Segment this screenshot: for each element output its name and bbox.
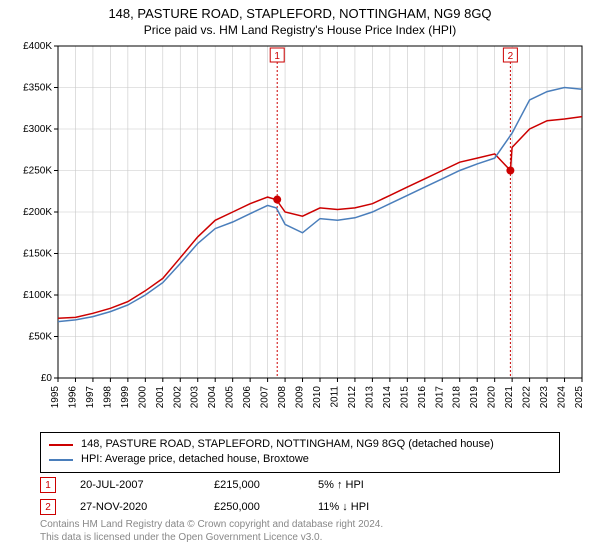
- x-tick-label: 2018: [452, 386, 463, 409]
- sale-date: 20-JUL-2007: [80, 479, 190, 491]
- sale-vs-hpi: 5% ↑ HPI: [318, 479, 438, 491]
- x-tick-label: 2010: [312, 386, 323, 409]
- x-tick-label: 1999: [120, 386, 131, 409]
- x-tick-label: 2019: [469, 386, 480, 409]
- x-tick-label: 2006: [242, 386, 253, 409]
- footer-line: Contains HM Land Registry data © Crown c…: [40, 518, 383, 531]
- y-tick-label: £50K: [29, 332, 53, 343]
- footer-attribution: Contains HM Land Registry data © Crown c…: [40, 518, 383, 544]
- x-tick-label: 2009: [295, 386, 306, 409]
- y-tick-label: £100K: [23, 290, 52, 301]
- x-tick-label: 2022: [522, 386, 533, 409]
- x-tick-label: 2016: [417, 386, 428, 409]
- x-tick-label: 1996: [67, 386, 78, 409]
- title-block: 148, PASTURE ROAD, STAPLEFORD, NOTTINGHA…: [0, 0, 600, 37]
- x-tick-label: 2001: [155, 386, 166, 409]
- y-tick-label: £300K: [23, 124, 52, 135]
- sale-date: 27-NOV-2020: [80, 501, 190, 513]
- y-tick-label: £200K: [23, 207, 52, 218]
- footer-line: This data is licensed under the Open Gov…: [40, 531, 383, 544]
- x-tick-label: 2012: [347, 386, 358, 409]
- y-tick-label: £350K: [23, 83, 52, 94]
- x-tick-label: 2013: [364, 386, 375, 409]
- y-tick-label: £400K: [23, 42, 52, 52]
- x-tick-label: 2002: [172, 386, 183, 409]
- y-tick-label: £150K: [23, 249, 52, 260]
- y-tick-label: £0: [41, 373, 53, 384]
- legend-label-property: 148, PASTURE ROAD, STAPLEFORD, NOTTINGHA…: [81, 437, 494, 452]
- x-tick-label: 2005: [225, 386, 236, 409]
- legend-label-hpi: HPI: Average price, detached house, Brox…: [81, 452, 309, 467]
- page-title: 148, PASTURE ROAD, STAPLEFORD, NOTTINGHA…: [0, 6, 600, 21]
- legend: 148, PASTURE ROAD, STAPLEFORD, NOTTINGHA…: [40, 432, 560, 473]
- sale-price: £250,000: [214, 501, 294, 513]
- sale-marker-badge: 1: [274, 51, 280, 62]
- sale-badge-icon: 1: [40, 477, 56, 493]
- sale-row: 1 20-JUL-2007 £215,000 5% ↑ HPI: [40, 474, 560, 496]
- sale-badge-icon: 2: [40, 499, 56, 515]
- y-tick-label: £250K: [23, 166, 52, 177]
- x-tick-label: 2015: [399, 386, 410, 409]
- x-tick-label: 2024: [557, 386, 568, 409]
- x-tick-label: 2003: [190, 386, 201, 409]
- page-subtitle: Price paid vs. HM Land Registry's House …: [0, 23, 600, 37]
- x-tick-label: 2017: [434, 386, 445, 409]
- x-tick-label: 2020: [487, 386, 498, 409]
- chart-area: 1 2 £0 £50K £100K £150K £200K £250K £300K £350K £…: [10, 42, 590, 422]
- x-tick-label: 2011: [329, 386, 340, 408]
- sale-marker-dot: [506, 167, 514, 175]
- x-tick-label: 2007: [260, 386, 271, 409]
- sale-row: 2 27-NOV-2020 £250,000 11% ↓ HPI: [40, 496, 560, 518]
- chart-container: 148, PASTURE ROAD, STAPLEFORD, NOTTINGHA…: [0, 0, 600, 560]
- x-tick-label: 2014: [382, 386, 393, 409]
- sale-marker-dot: [273, 196, 281, 204]
- x-tick-label: 1997: [85, 386, 96, 409]
- x-tick-label: 1998: [102, 386, 113, 409]
- sale-price: £215,000: [214, 479, 294, 491]
- x-tick-label: 1995: [50, 386, 61, 409]
- sale-marker-badge: 2: [508, 51, 514, 62]
- chart-svg: 1 2 £0 £50K £100K £150K £200K £250K £300K £350K £…: [10, 42, 590, 422]
- x-tick-label: 2021: [504, 386, 515, 409]
- legend-swatch-property: [49, 444, 73, 446]
- sales-table: 1 20-JUL-2007 £215,000 5% ↑ HPI 2 27-NOV…: [40, 474, 560, 518]
- x-tick-label: 2008: [277, 386, 288, 409]
- x-tick-label: 2000: [137, 386, 148, 409]
- x-tick-label: 2023: [539, 386, 550, 409]
- x-tick-label: 2025: [574, 386, 585, 409]
- legend-row: HPI: Average price, detached house, Brox…: [49, 452, 551, 467]
- sale-vs-hpi: 11% ↓ HPI: [318, 501, 438, 513]
- legend-row: 148, PASTURE ROAD, STAPLEFORD, NOTTINGHA…: [49, 437, 551, 452]
- x-tick-label: 2004: [207, 386, 218, 409]
- legend-swatch-hpi: [49, 459, 73, 461]
